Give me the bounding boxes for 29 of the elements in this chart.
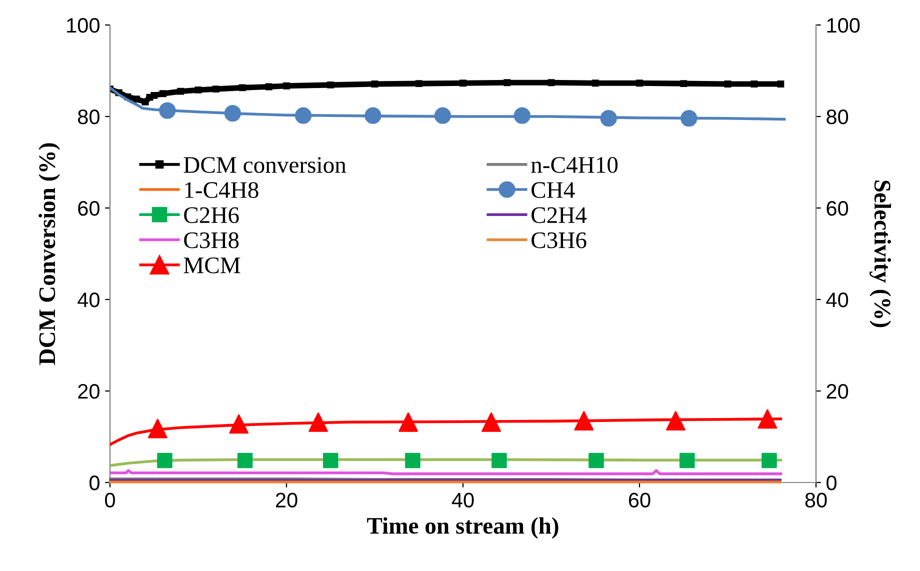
x-tick-label: 0 <box>105 492 115 508</box>
legend-label: C3H8 <box>184 232 239 248</box>
legend-label: 1-C4H8 <box>185 182 258 198</box>
x-axis-title: Time on stream (h) <box>367 517 558 539</box>
y2-tick-label: 80 <box>826 110 848 124</box>
x-tick-label: 80 <box>805 492 827 508</box>
legend-label: DCM conversion <box>184 157 346 173</box>
y2-tick-label: 40 <box>826 292 848 308</box>
legend-label: C2H4 <box>532 207 587 224</box>
legend-label: n-C4H10 <box>531 157 618 173</box>
x-tick-label: 60 <box>628 492 650 508</box>
legend-label: CH4 <box>532 182 575 198</box>
legend-label: MCM <box>184 257 240 274</box>
y-tick-label: 40 <box>78 292 100 308</box>
y2-tick-label: 0 <box>826 476 836 490</box>
y2-tick-label: 60 <box>826 201 848 216</box>
y-tick-label: 100 <box>67 18 100 33</box>
y-tick-label: 80 <box>78 110 100 124</box>
y-axis-title: DCM Conversion (%) <box>38 143 60 365</box>
y-tick-label: 0 <box>90 476 100 490</box>
x-tick-label: 20 <box>276 492 298 508</box>
legend-label: C2H6 <box>184 207 239 224</box>
y2-tick-label: 100 <box>827 18 860 33</box>
y-tick-label: 60 <box>78 201 100 216</box>
x-tick-label: 40 <box>452 492 474 508</box>
y2-tick-label: 20 <box>826 384 848 399</box>
y-tick-label: 20 <box>78 384 100 399</box>
legend-label: C3H6 <box>532 232 586 248</box>
y2-axis-title: Selectivity (%) <box>870 180 892 328</box>
